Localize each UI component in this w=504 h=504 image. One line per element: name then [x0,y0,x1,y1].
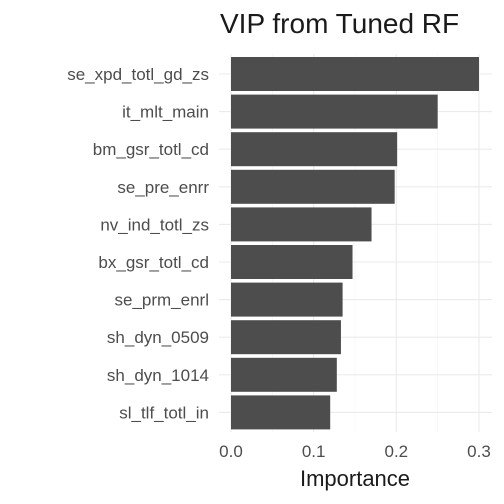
y-tick-label: sh_dyn_0509 [107,328,209,347]
bar-nv_ind_totl_zs [231,207,372,242]
y-tick-label: it_mlt_main [122,103,209,122]
y-tick-label: se_prm_enrl [115,291,210,310]
bars [231,57,479,430]
y-tick-label: nv_ind_totl_zs [100,215,209,234]
chart-title: VIP from Tuned RF [220,8,459,39]
y-tick-label: bm_gsr_totl_cd [93,140,209,159]
y-tick-label: sh_dyn_1014 [107,366,209,385]
bar-se_xpd_totl_gd_zs [231,57,479,91]
x-tick-label: 0.1 [302,442,326,461]
y-tick-label: sl_tlf_totl_in [119,403,209,422]
bar-sh_dyn_1014 [231,357,337,392]
y-tick-label: se_pre_enrr [117,178,209,197]
bar-se_pre_enrr [231,169,395,204]
bar-sh_dyn_0509 [231,320,341,355]
bar-it_mlt_main [231,94,438,129]
x-tick-label: 0.2 [385,442,409,461]
x-axis-label: Importance [300,466,410,491]
x-tick-label: 0.0 [219,442,243,461]
bar-bm_gsr_totl_cd [231,132,398,167]
y-tick-label: se_xpd_totl_gd_zs [67,65,209,84]
bar-bx_gsr_totl_cd [231,245,353,279]
x-tick-label: 0.3 [467,442,491,461]
x-axis-tick-labels: 0.0 0.1 0.2 0.3 [219,442,491,461]
bar-sl_tlf_totl_in [231,395,331,430]
y-axis-tick-labels: se_xpd_totl_gd_zs it_mlt_main bm_gsr_totl_… [67,65,209,422]
bar-se_prm_enrl [231,282,343,317]
y-tick-label: bx_gsr_totl_cd [98,253,209,272]
